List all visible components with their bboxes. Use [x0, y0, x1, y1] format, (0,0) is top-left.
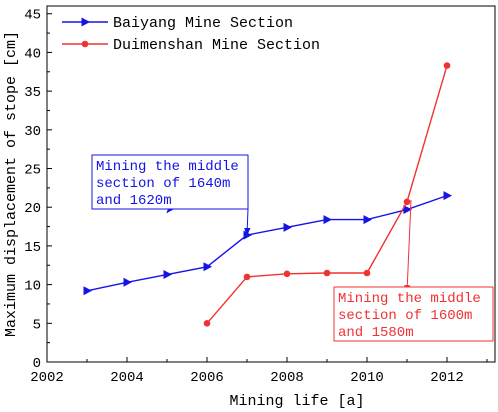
data-point — [323, 215, 332, 225]
data-point — [323, 269, 331, 277]
data-point — [243, 230, 252, 240]
legend: Baiyang Mine Section Duimenshan Mine Sect… — [62, 15, 320, 54]
y-tick-label: 45 — [24, 8, 41, 24]
series-line — [86, 194, 448, 292]
data-point — [203, 320, 211, 327]
legend-marker — [81, 17, 90, 27]
data-point — [443, 191, 452, 201]
x-tick-label: 2010 — [350, 370, 384, 386]
annotation-box — [333, 286, 494, 342]
annotation-text: and 1620m — [96, 193, 172, 209]
y-tick-label: 35 — [24, 85, 41, 101]
annotation-arrow — [166, 205, 175, 214]
annotation-text: and 1580m — [338, 325, 414, 341]
annotation-text: Mining the middle — [338, 291, 481, 307]
data-point — [83, 286, 92, 296]
data-point — [123, 277, 132, 287]
x-axis-label: Mining life [a] — [229, 393, 364, 410]
data-point — [203, 262, 212, 272]
x-tick-label: 2002 — [30, 370, 64, 386]
axes: 2002 2004 2006 2008 2010 2012 0 5 10 15 20 25 30 35 40… — [24, 5, 496, 386]
y-tick-label: 30 — [24, 124, 41, 140]
y-tick-label: 40 — [24, 46, 41, 62]
data-point — [443, 62, 451, 69]
annotation-arrow — [404, 199, 412, 294]
x-tick-label: 2012 — [430, 370, 464, 386]
annotation-text: section of 1600m — [338, 308, 472, 324]
plot-frame — [46, 5, 496, 363]
data-point — [283, 270, 291, 278]
data-point — [403, 205, 412, 215]
data-point — [363, 215, 372, 225]
y-axis-label: Maximum displacement of stope [cm] — [3, 31, 20, 337]
data-point — [283, 222, 292, 232]
y-tick-label: 25 — [24, 163, 41, 179]
x-tick-label: 2008 — [270, 370, 304, 386]
data-point — [363, 269, 371, 277]
x-tick-label: 2006 — [190, 370, 224, 386]
data-point — [243, 273, 251, 281]
series-0 — [83, 191, 452, 296]
y-tick-label: 0 — [33, 356, 41, 372]
y-tick-label: 10 — [24, 279, 41, 295]
series-1 — [203, 62, 451, 327]
annotation-arrow — [244, 208, 251, 236]
y-tick-label: 5 — [33, 317, 41, 333]
annotation-text: Mining the middle — [96, 159, 239, 175]
series-layer — [83, 62, 452, 327]
y-tick-label: 15 — [24, 240, 41, 256]
y-tick-label: 20 — [24, 201, 41, 217]
legend-marker — [81, 40, 89, 48]
x-tick-label: 2004 — [110, 370, 144, 386]
data-point — [163, 270, 172, 280]
annotation-text: section of 1640m — [96, 176, 230, 192]
data-point — [403, 198, 411, 206]
legend-label: Duimenshan Mine Section — [113, 37, 320, 54]
annotation-box — [91, 154, 249, 210]
legend-label: Baiyang Mine Section — [113, 15, 293, 32]
